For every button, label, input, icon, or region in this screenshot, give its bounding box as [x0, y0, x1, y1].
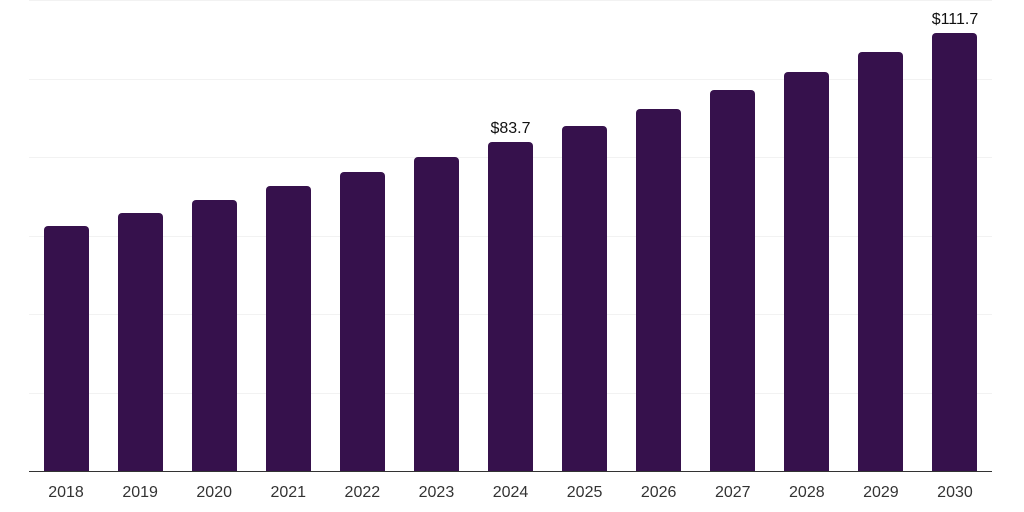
plot-area: $83.7 $111.7 — [29, 0, 992, 472]
bar-2019 — [117, 213, 163, 471]
bar-2021 — [265, 186, 311, 471]
bar-2027 — [710, 90, 756, 471]
bar-slot-2022 — [325, 0, 399, 471]
bar-slot-2018 — [29, 0, 103, 471]
bar-2025 — [562, 126, 608, 471]
x-axis-tick-labels: 2018 2019 2020 2021 2022 2023 2024 2025 2026 2027… — [29, 471, 992, 501]
x-tick-2022: 2022 — [344, 484, 381, 501]
bar-2026 — [636, 108, 682, 471]
x-tick-2027: 2027 — [714, 484, 751, 501]
x-tick-2019: 2019 — [122, 484, 158, 501]
bar-2018 — [43, 226, 89, 471]
bar-slot-2030: $111.7 — [918, 0, 992, 471]
bar-2020 — [191, 200, 237, 471]
bar-value-label-2024: $83.7 — [490, 120, 531, 138]
bar-slot-2027 — [696, 0, 770, 471]
bar-slot-2023 — [399, 0, 473, 471]
bar-2023 — [413, 157, 459, 471]
bar-2022 — [339, 172, 385, 471]
bar-slot-2026 — [622, 0, 696, 471]
bar-2030 — [932, 32, 978, 471]
x-tick-2026: 2026 — [640, 484, 677, 501]
gridline-100 — [29, 78, 992, 80]
gridline-120 — [29, 0, 992, 1]
bar-value-label-2030: $111.7 — [931, 10, 979, 28]
bar-2029 — [858, 51, 904, 471]
x-tick-2021: 2021 — [270, 484, 307, 501]
bar-slot-2024: $83.7 — [473, 0, 547, 471]
x-axis-line — [29, 470, 992, 472]
bar-slot-2028 — [770, 0, 844, 471]
x-tick-2025: 2025 — [566, 484, 603, 501]
bars-container: $83.7 $111.7 — [29, 0, 992, 471]
x-tick-2029: 2029 — [863, 484, 899, 501]
bar-2024 — [488, 142, 533, 471]
x-tick-2024: 2024 — [492, 484, 529, 501]
x-tick-2020: 2020 — [196, 484, 232, 501]
bar-slot-2029 — [844, 0, 918, 471]
bar-slot-2025 — [548, 0, 622, 471]
bar-slot-2020 — [177, 0, 251, 471]
x-tick-2023: 2023 — [418, 484, 455, 501]
bar-slot-2019 — [103, 0, 177, 471]
bar-2028 — [784, 71, 830, 471]
bar-slot-2021 — [251, 0, 325, 471]
x-tick-2018: 2018 — [48, 484, 84, 501]
x-tick-2030: 2030 — [937, 484, 973, 501]
x-tick-2028: 2028 — [789, 484, 825, 501]
